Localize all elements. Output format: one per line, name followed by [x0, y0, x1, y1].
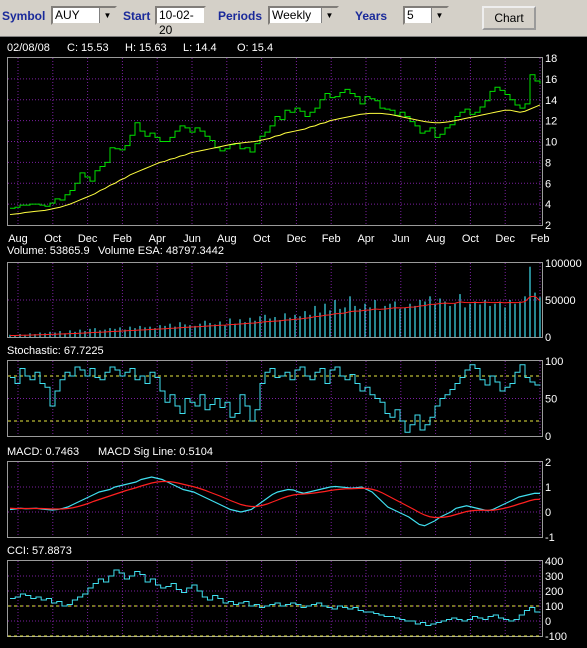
- symbol-label: Symbol: [2, 9, 46, 23]
- cci-label: CCI: 57.8873: [7, 545, 72, 557]
- periods-select[interactable]: Weekly ▼: [268, 6, 339, 25]
- symbol-select[interactable]: AUY ▼: [51, 6, 117, 25]
- x-tick-label: Jun: [183, 233, 201, 245]
- x-tick-label: Feb: [322, 233, 341, 245]
- macd-y-tick-label: 0: [545, 507, 551, 519]
- macd-y-tick-label: 1: [545, 482, 551, 494]
- x-tick-label: Feb: [531, 233, 550, 245]
- x-tick-label: Apr: [149, 233, 166, 245]
- x-tick-label: Oct: [462, 233, 479, 245]
- volume-label: Volume: 53865.9: [7, 245, 90, 257]
- info-low: L: 14.4: [183, 42, 217, 54]
- price-y-tick-label: 8: [545, 157, 551, 169]
- macd-signal-label: MACD Sig Line: 0.5104: [98, 446, 213, 458]
- chart-area: 02/08/08 C: 15.53 H: 15.63 L: 14.4 O: 15…: [7, 42, 582, 643]
- price-line: [10, 74, 541, 209]
- stochastic-y-tick-label: 50: [545, 394, 557, 406]
- volume-panel-frame: [7, 262, 543, 338]
- chevron-down-icon[interactable]: ▼: [431, 8, 447, 23]
- price-y-tick-label: 14: [545, 95, 557, 107]
- stochastic-panel-frame: [7, 360, 543, 437]
- x-tick-label: Jun: [392, 233, 410, 245]
- toolbar: Symbol AUY ▼ Start 10-02-20 Periods Week…: [0, 0, 587, 37]
- stochastic-label: Stochastic: 67.7225: [7, 345, 104, 357]
- macd-panel-frame: [7, 461, 543, 538]
- periods-value: Weekly: [272, 8, 312, 22]
- cci-y-tick-label: 300: [545, 571, 563, 583]
- cci-panel-frame: [7, 560, 543, 637]
- x-tick-label: Dec: [495, 233, 515, 245]
- cci-line: [10, 569, 541, 626]
- x-tick-label: Oct: [44, 233, 61, 245]
- tick-layer: Aug Oct Dec Feb Apr Jun Aug Oct Dec Feb Apr Jun Aug O…: [8, 53, 582, 643]
- years-select[interactable]: 5 ▼: [403, 6, 449, 25]
- price-y-tick-label: 6: [545, 178, 551, 190]
- cci-y-tick-label: -100: [545, 631, 567, 643]
- price-panel-frame: [7, 57, 543, 226]
- volume-y-tick-label: 0: [545, 332, 551, 344]
- price-y-tick-label: 10: [545, 137, 557, 149]
- periods-label: Periods: [218, 9, 263, 23]
- chart-button[interactable]: Chart: [482, 6, 536, 30]
- chevron-down-icon[interactable]: ▼: [99, 8, 115, 23]
- years-label: Years: [355, 9, 388, 23]
- x-tick-label: Dec: [78, 233, 98, 245]
- x-tick-label: Dec: [287, 233, 307, 245]
- price-y-tick-label: 4: [545, 199, 551, 211]
- marks-layer: [8, 74, 542, 637]
- price-y-tick-label: 18: [545, 53, 557, 65]
- start-input[interactable]: 10-02-20: [155, 6, 206, 37]
- cci-y-tick-label: 0: [545, 616, 551, 628]
- x-tick-label: Aug: [8, 233, 28, 245]
- price-y-tick-label: 16: [545, 74, 557, 86]
- stochastic-line: [10, 364, 541, 433]
- volume-esa-line: [9, 295, 541, 337]
- moving-average-line: [9, 104, 541, 216]
- start-label: Start: [123, 9, 151, 23]
- macd-line: [9, 476, 541, 527]
- info-date: 02/08/08: [7, 42, 50, 54]
- cci-y-tick-label: 100: [545, 601, 563, 613]
- x-tick-label: Apr: [357, 233, 374, 245]
- chevron-down-icon[interactable]: ▼: [321, 8, 337, 23]
- volume-y-tick-label: 50000: [545, 295, 576, 307]
- price-y-tick-label: 2: [545, 220, 551, 232]
- volume-y-tick-label: 100000: [545, 258, 582, 270]
- macd-y-tick-label: -1: [545, 532, 555, 544]
- macd-y-tick-label: 2: [545, 457, 551, 469]
- cci-y-tick-label: 400: [545, 556, 563, 568]
- volume-esa-label: Volume ESA: 48797.3442: [98, 245, 224, 257]
- symbol-value: AUY: [55, 8, 80, 22]
- stochastic-y-tick-label: 0: [545, 431, 551, 443]
- info-close: C: 15.53: [67, 42, 109, 54]
- x-tick-label: Aug: [426, 233, 446, 245]
- x-tick-label: Oct: [253, 233, 270, 245]
- x-tick-label: Aug: [217, 233, 237, 245]
- info-high: H: 15.63: [125, 42, 167, 54]
- macd-signal-line: [9, 480, 541, 519]
- years-value: 5: [407, 8, 414, 22]
- x-tick-label: Feb: [113, 233, 132, 245]
- stochastic-y-tick-label: 100: [545, 356, 563, 368]
- price-y-tick-label: 12: [545, 116, 557, 128]
- macd-label: MACD: 0.7463: [7, 446, 79, 458]
- info-open: O: 15.4: [237, 42, 273, 54]
- cci-y-tick-label: 200: [545, 586, 563, 598]
